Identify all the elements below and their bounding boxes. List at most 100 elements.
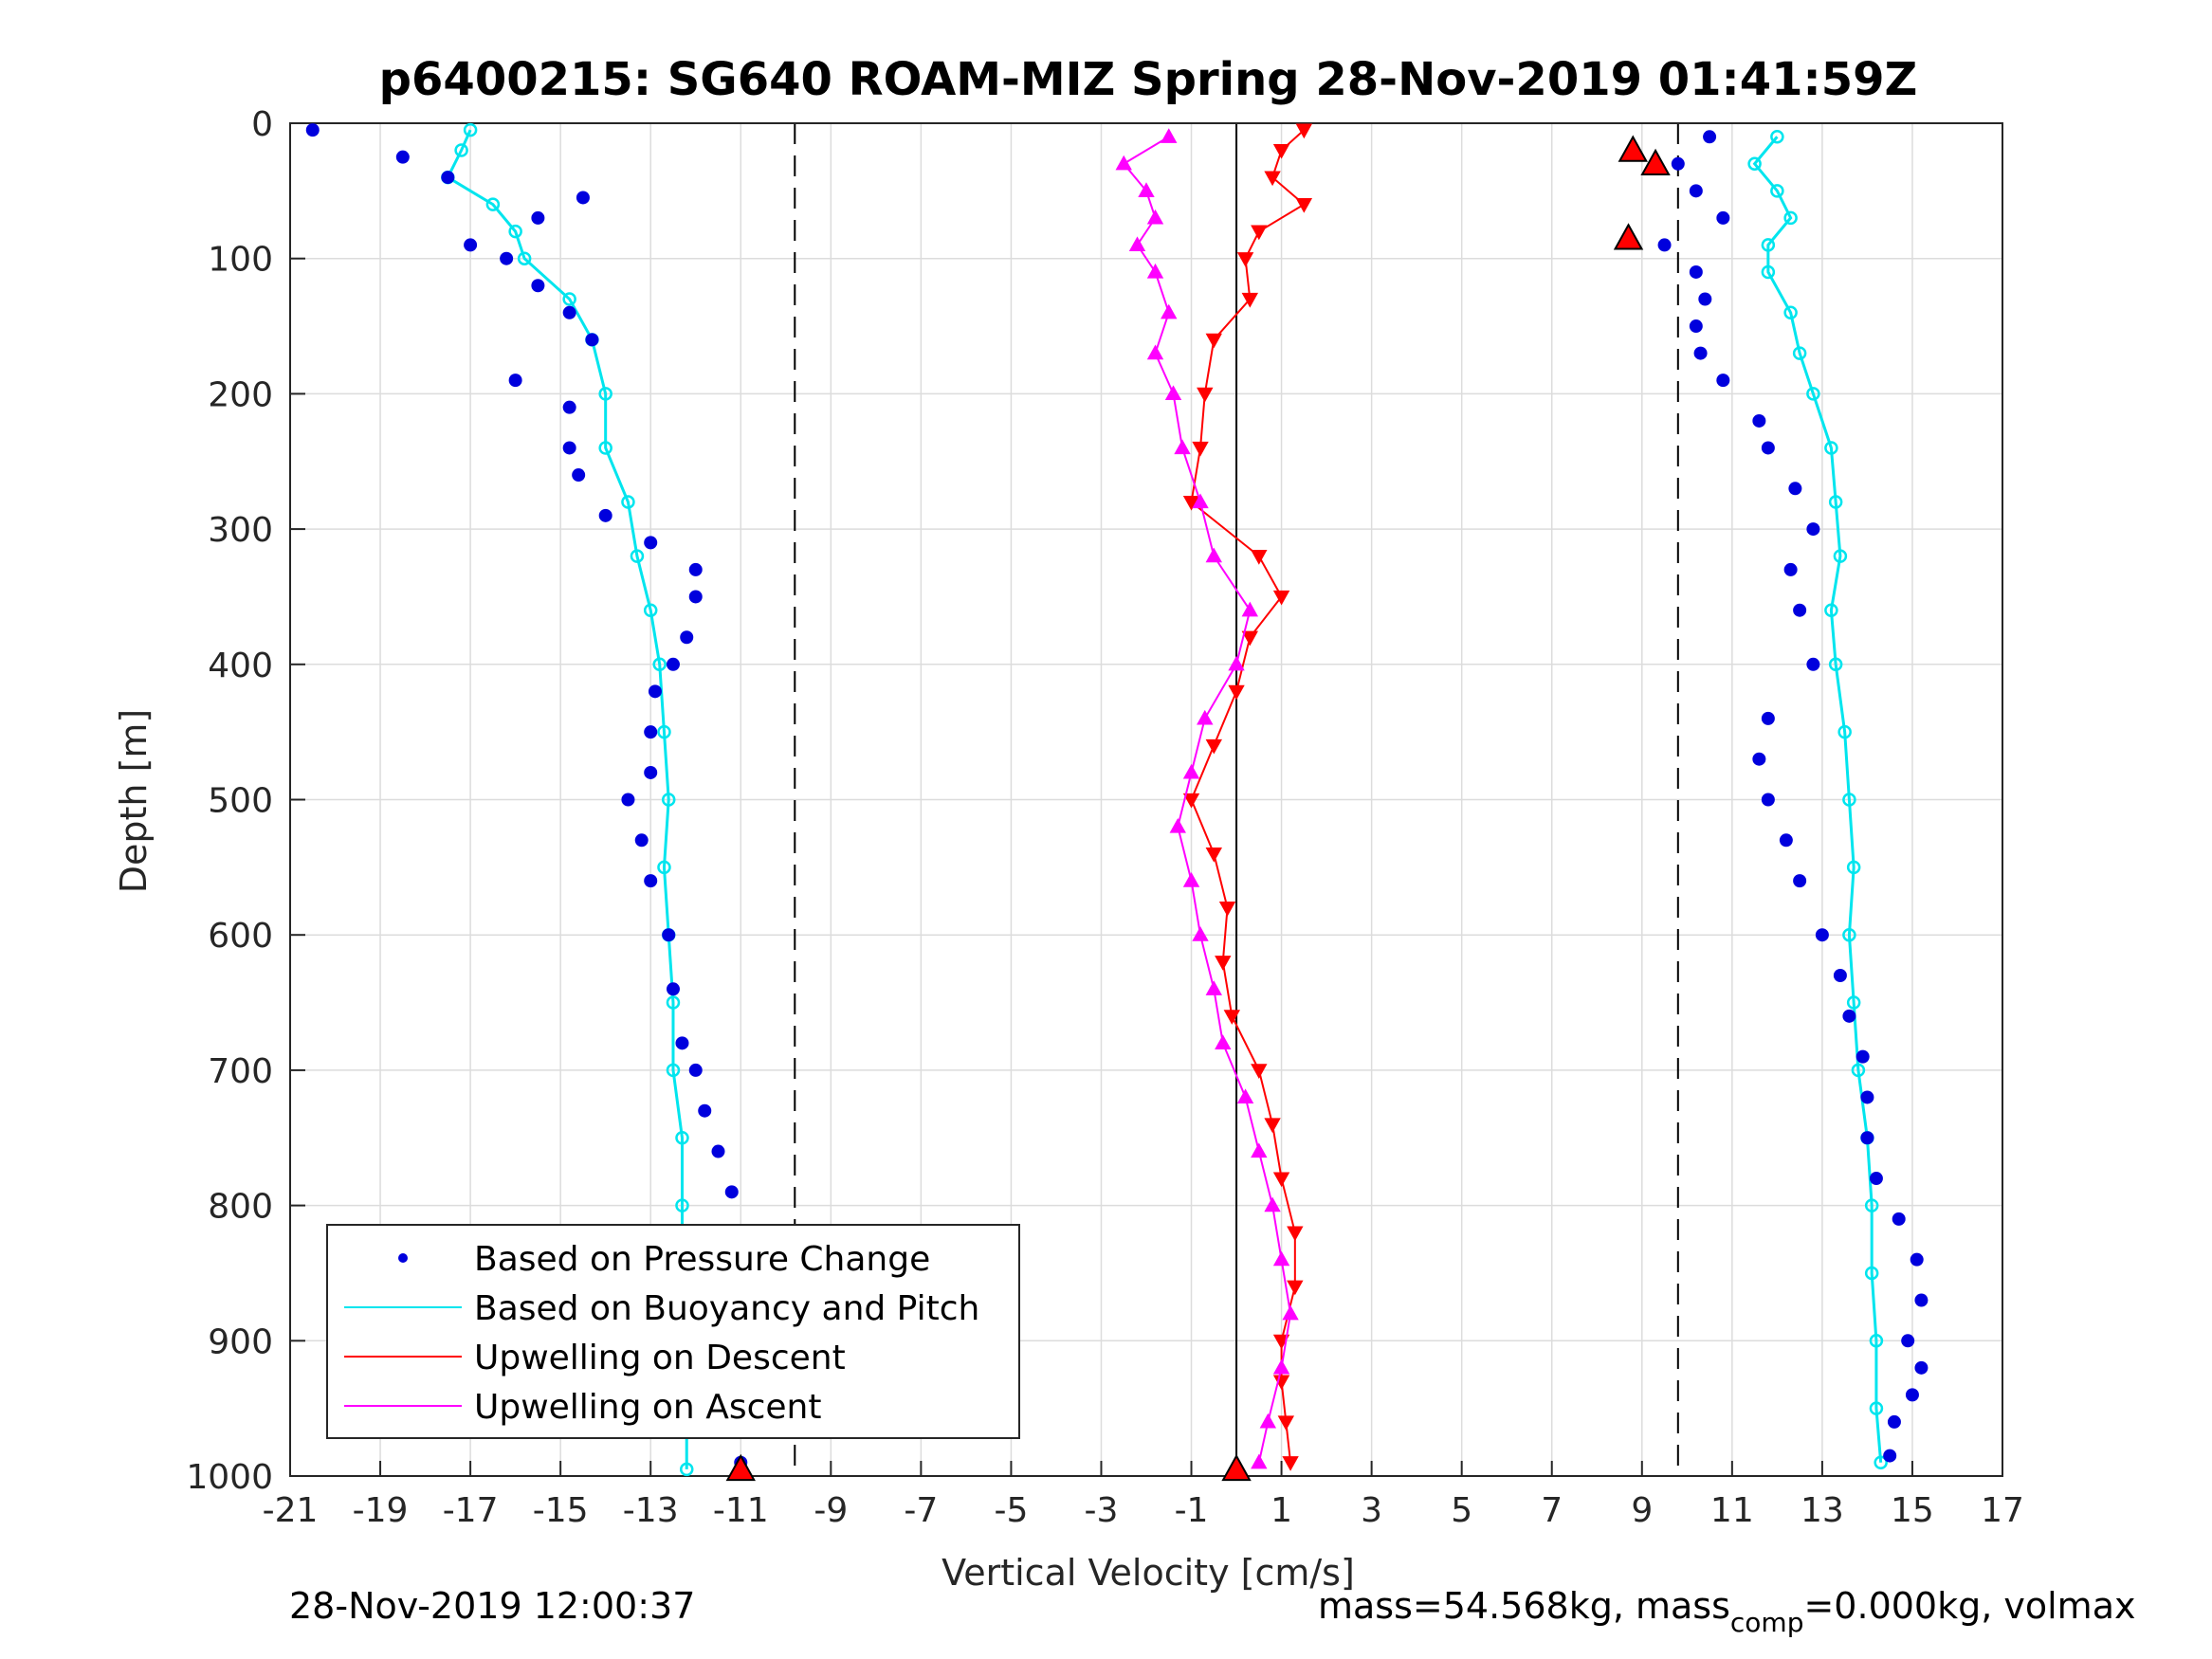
upwelling-descent-marker <box>1241 292 1259 308</box>
upwelling-ascent-marker <box>1259 1413 1277 1429</box>
upwelling-descent-marker <box>1287 1226 1304 1242</box>
legend-label-1: Based on Buoyancy and Pitch <box>474 1289 979 1328</box>
pressure-point <box>531 279 545 293</box>
buoyancy-point <box>454 143 468 157</box>
footer-timestamp: 28-Nov-2019 12:00:37 <box>289 1585 696 1627</box>
legend-label-2: Upwelling on Descent <box>474 1339 846 1377</box>
upwelling-ascent-marker <box>1146 263 1164 279</box>
buoyancy-point <box>1846 860 1861 875</box>
upwelling-ascent-marker <box>1272 1358 1290 1375</box>
red-triangle-marker <box>1640 148 1671 176</box>
pressure-point <box>1689 264 1703 279</box>
upwelling-ascent-marker <box>1174 439 1191 455</box>
legend-label-0: Based on Pressure Change <box>474 1240 930 1279</box>
pressure-point <box>1671 156 1685 171</box>
upwelling-descent-marker <box>1295 123 1313 139</box>
buoyancy-point <box>1837 724 1852 739</box>
buoyancy-point <box>657 860 671 875</box>
buoyancy-point <box>1783 305 1798 320</box>
upwelling-descent-marker <box>1251 225 1268 241</box>
x-tick-label: -15 <box>533 1491 589 1530</box>
upwelling-ascent-marker <box>1272 1250 1290 1267</box>
pressure-point <box>1806 657 1820 671</box>
pressure-point <box>1689 184 1703 198</box>
upwelling-ascent-marker <box>1282 1304 1299 1321</box>
x-tick-label: -7 <box>904 1491 938 1530</box>
buoyancy-point <box>1824 441 1838 455</box>
upwelling-ascent-marker <box>1164 385 1182 400</box>
upwelling-ascent-marker <box>1192 926 1209 941</box>
buoyancy-point <box>1828 495 1843 509</box>
buoyancy-point <box>508 224 522 239</box>
pressure-point <box>1716 374 1730 388</box>
x-tick-label: 9 <box>1631 1491 1653 1530</box>
pressure-point <box>1698 292 1712 306</box>
buoyancy-point <box>666 995 681 1010</box>
pressure-point <box>562 441 576 455</box>
footer-mass-info: mass=54.568kg, masscomp=0.000kg, volmax <box>1318 1585 2135 1638</box>
upwelling-ascent-marker <box>1205 547 1222 563</box>
buoyancy-point <box>517 251 532 265</box>
upwelling-ascent-marker <box>1228 655 1245 671</box>
upwelling-ascent-marker <box>1251 1453 1268 1469</box>
x-axis-label: Vertical Velocity [cm/s] <box>941 1552 1355 1594</box>
pressure-point <box>648 684 662 699</box>
pressure-point <box>1905 1388 1919 1402</box>
pressure-point <box>688 590 703 604</box>
pressure-point <box>1860 1131 1874 1145</box>
pressure-point <box>688 1063 703 1077</box>
pressure-point <box>1693 346 1708 360</box>
buoyancy-point <box>1869 1334 1884 1348</box>
buoyancy-point <box>1842 927 1856 942</box>
x-tick-label: 15 <box>1891 1491 1934 1530</box>
buoyancy-point <box>1851 1063 1866 1078</box>
pressure-point <box>1860 1090 1874 1104</box>
pressure-point <box>1761 711 1775 725</box>
y-tick-label: 100 <box>208 241 273 280</box>
pressure-point <box>500 251 514 265</box>
pressure-point <box>1716 210 1730 225</box>
pressure-point <box>680 630 694 645</box>
pressure-point <box>441 171 455 185</box>
x-tick-label: -21 <box>263 1491 319 1530</box>
pressure-point <box>675 1036 689 1050</box>
pressure-point <box>1883 1449 1897 1463</box>
buoyancy-point <box>1824 603 1838 617</box>
buoyancy-point <box>1874 1455 1888 1469</box>
pressure-point <box>621 793 635 807</box>
upwelling-descent-marker <box>1272 1172 1290 1188</box>
pressure-point <box>1914 1360 1929 1375</box>
y-tick-label: 200 <box>208 375 273 414</box>
buoyancy-point <box>675 1131 689 1145</box>
buoyancy-point <box>657 724 671 739</box>
pressure-point <box>1869 1172 1883 1186</box>
x-tick-label: 5 <box>1451 1491 1472 1530</box>
pressure-point <box>598 508 612 522</box>
pressure-point <box>1657 238 1672 252</box>
pressure-point <box>644 536 658 550</box>
buoyancy-point <box>675 1198 689 1212</box>
buoyancy-point <box>463 122 478 137</box>
pressure-point <box>1793 874 1807 888</box>
buoyancy-point <box>630 549 645 563</box>
upwelling-ascent-marker <box>1192 493 1209 509</box>
pressure-point <box>572 468 586 483</box>
pressure-point <box>688 562 703 576</box>
pressure-point <box>634 833 649 848</box>
buoyancy-point <box>598 387 612 401</box>
y-tick-label: 300 <box>208 511 273 550</box>
legend-box <box>326 1224 1020 1439</box>
pressure-point <box>1887 1414 1901 1429</box>
upwelling-ascent-marker <box>1182 763 1200 779</box>
red-triangle-marker <box>725 1453 756 1482</box>
pressure-point <box>1793 603 1807 617</box>
upwelling-ascent-marker <box>1205 980 1222 995</box>
pressure-point <box>1910 1252 1924 1267</box>
pressure-point <box>395 150 410 164</box>
pressure-point <box>1842 1009 1856 1023</box>
buoyancy-point <box>1747 156 1762 172</box>
red-triangle-marker <box>1221 1453 1252 1482</box>
upwelling-ascent-marker <box>1146 344 1164 360</box>
upwelling-descent-marker <box>1228 684 1245 701</box>
upwelling-descent-marker <box>1277 1415 1295 1431</box>
